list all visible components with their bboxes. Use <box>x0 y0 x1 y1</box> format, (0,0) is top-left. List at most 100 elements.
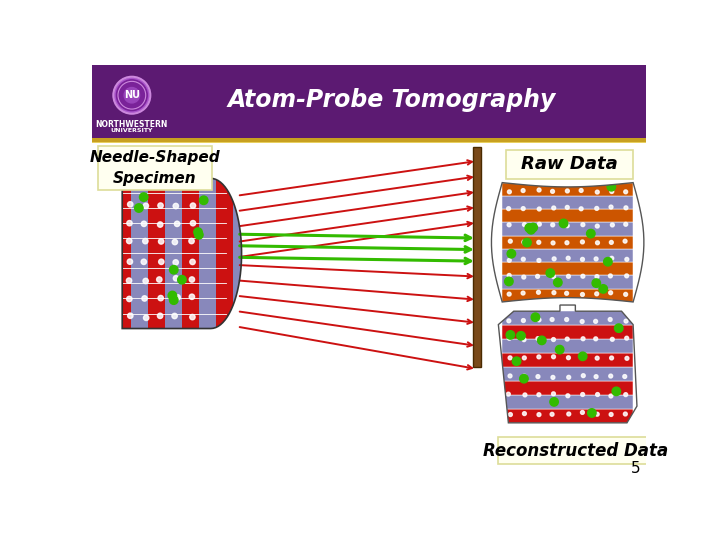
Circle shape <box>158 203 163 208</box>
Circle shape <box>546 269 554 278</box>
Circle shape <box>611 223 614 227</box>
Circle shape <box>608 274 612 278</box>
Circle shape <box>594 320 598 323</box>
Circle shape <box>580 293 585 296</box>
Circle shape <box>537 222 541 226</box>
Circle shape <box>550 413 554 416</box>
Circle shape <box>565 337 569 341</box>
Circle shape <box>624 222 628 226</box>
Circle shape <box>506 392 510 396</box>
Circle shape <box>565 189 570 193</box>
Circle shape <box>588 409 596 417</box>
Bar <box>199 177 216 330</box>
Circle shape <box>517 332 525 340</box>
Circle shape <box>523 393 527 397</box>
Circle shape <box>135 204 143 212</box>
Circle shape <box>552 392 555 396</box>
Circle shape <box>551 223 554 227</box>
Circle shape <box>555 346 564 354</box>
Circle shape <box>172 313 177 319</box>
Circle shape <box>520 374 528 383</box>
Circle shape <box>594 337 598 341</box>
Bar <box>503 196 633 209</box>
Circle shape <box>625 336 629 340</box>
Circle shape <box>521 257 525 261</box>
Circle shape <box>581 393 585 396</box>
Circle shape <box>581 374 585 377</box>
Circle shape <box>623 375 626 379</box>
Circle shape <box>513 357 521 366</box>
Circle shape <box>143 278 148 284</box>
Text: UNIVERSITY: UNIVERSITY <box>111 128 153 133</box>
Circle shape <box>173 204 179 209</box>
Circle shape <box>142 296 148 301</box>
Circle shape <box>178 275 186 284</box>
Text: Reconstructed Data: Reconstructed Data <box>482 442 668 460</box>
Bar <box>216 177 233 330</box>
Circle shape <box>579 207 583 211</box>
Circle shape <box>609 413 613 416</box>
Circle shape <box>587 230 595 238</box>
Circle shape <box>609 394 613 398</box>
Circle shape <box>624 206 628 210</box>
Circle shape <box>508 258 511 262</box>
Circle shape <box>567 375 571 379</box>
Circle shape <box>523 411 526 416</box>
Circle shape <box>537 413 541 416</box>
Bar <box>503 275 633 289</box>
Circle shape <box>124 87 140 103</box>
Circle shape <box>610 356 613 360</box>
Circle shape <box>158 313 163 319</box>
Circle shape <box>127 220 132 226</box>
Circle shape <box>567 356 570 360</box>
Circle shape <box>624 393 628 396</box>
Circle shape <box>127 238 132 244</box>
Circle shape <box>580 410 585 414</box>
Circle shape <box>594 257 598 261</box>
Circle shape <box>595 393 600 396</box>
Circle shape <box>158 222 163 227</box>
Circle shape <box>536 375 540 379</box>
Circle shape <box>537 240 541 244</box>
Circle shape <box>522 338 526 342</box>
Bar <box>92 138 647 142</box>
Circle shape <box>625 356 629 360</box>
Circle shape <box>559 219 568 228</box>
Circle shape <box>143 239 148 244</box>
Circle shape <box>579 188 583 192</box>
Text: NORTHWESTERN: NORTHWESTERN <box>96 119 168 129</box>
Bar <box>503 209 633 222</box>
Circle shape <box>537 355 541 359</box>
Circle shape <box>174 221 180 227</box>
Circle shape <box>190 314 195 320</box>
Circle shape <box>507 223 511 227</box>
Circle shape <box>194 231 203 239</box>
Bar <box>92 142 647 143</box>
Circle shape <box>126 278 132 284</box>
Circle shape <box>536 336 540 341</box>
Circle shape <box>623 239 627 243</box>
Bar <box>503 381 633 395</box>
Circle shape <box>507 249 516 258</box>
Circle shape <box>508 413 513 416</box>
Circle shape <box>527 226 535 234</box>
Circle shape <box>581 337 585 341</box>
Circle shape <box>624 190 628 194</box>
Circle shape <box>552 257 556 261</box>
Circle shape <box>537 318 541 322</box>
Circle shape <box>140 193 148 201</box>
Circle shape <box>624 293 628 296</box>
Bar <box>473 147 481 367</box>
Circle shape <box>594 375 598 379</box>
Circle shape <box>552 355 555 359</box>
Circle shape <box>537 207 541 211</box>
Circle shape <box>508 190 511 194</box>
Circle shape <box>117 80 148 111</box>
Circle shape <box>127 313 133 319</box>
Bar <box>98 146 212 190</box>
Circle shape <box>608 291 613 295</box>
Text: Atom-Probe Tomography: Atom-Probe Tomography <box>228 88 557 112</box>
Bar <box>131 177 148 330</box>
Circle shape <box>521 207 525 211</box>
Bar <box>503 409 633 423</box>
